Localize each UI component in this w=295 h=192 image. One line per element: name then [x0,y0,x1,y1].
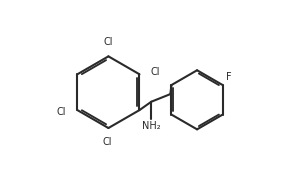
Text: Cl: Cl [57,107,66,117]
Text: Cl: Cl [103,137,112,147]
Text: Cl: Cl [150,67,160,77]
Text: NH₂: NH₂ [142,121,160,131]
Text: F: F [226,72,232,82]
Text: Cl: Cl [104,37,113,47]
